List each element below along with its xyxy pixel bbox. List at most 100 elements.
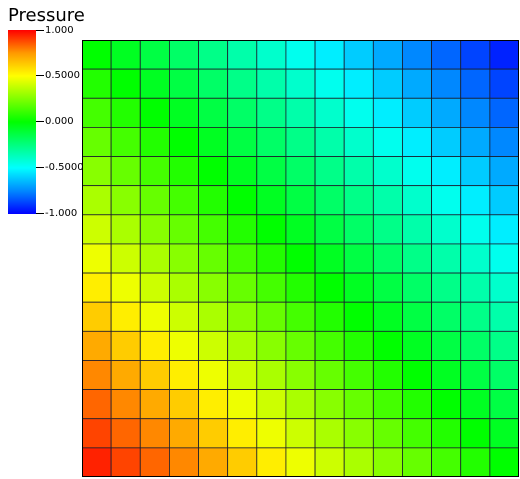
heatmap-cell bbox=[372, 272, 403, 303]
heatmap-cell bbox=[169, 40, 199, 70]
heatmap-cell bbox=[343, 389, 374, 420]
heatmap-cell bbox=[431, 185, 462, 216]
colorbar-tick-2: 0.5000 bbox=[36, 71, 80, 81]
heatmap-cell bbox=[285, 214, 316, 245]
heatmap-cell bbox=[343, 97, 374, 128]
heatmap-cell bbox=[314, 447, 345, 477]
heatmap-cell bbox=[169, 447, 199, 477]
heatmap-cell bbox=[343, 156, 374, 187]
heatmap-cell bbox=[110, 68, 141, 99]
heatmap-cell bbox=[256, 68, 287, 99]
heatmap-cell bbox=[314, 156, 345, 187]
heatmap-cell bbox=[460, 40, 491, 70]
heatmap-cell bbox=[460, 127, 491, 157]
heatmap-cell bbox=[343, 418, 374, 449]
heatmap-cell bbox=[343, 68, 374, 99]
heatmap-cell bbox=[372, 447, 403, 477]
heatmap-cell bbox=[110, 301, 141, 332]
heatmap-cell bbox=[460, 389, 491, 420]
heatmap-cell bbox=[285, 301, 316, 332]
heatmap-cell bbox=[402, 214, 433, 245]
heatmap-cell bbox=[139, 40, 170, 70]
heatmap-cell bbox=[139, 360, 170, 391]
heatmap-cell bbox=[139, 301, 170, 332]
heatmap-cell bbox=[169, 389, 199, 420]
heatmap-cell bbox=[198, 243, 229, 274]
heatmap-cell bbox=[343, 243, 374, 274]
heatmap-cell bbox=[431, 214, 462, 245]
heatmap-cell bbox=[82, 243, 112, 274]
heatmap-cell bbox=[198, 360, 229, 391]
heatmap-cell bbox=[227, 272, 258, 303]
heatmap-cell bbox=[169, 418, 199, 449]
colorbar bbox=[8, 30, 36, 214]
heatmap-cell bbox=[489, 127, 519, 157]
heatmap-cell bbox=[110, 40, 141, 70]
heatmap-cell bbox=[460, 418, 491, 449]
heatmap-cell bbox=[431, 127, 462, 157]
heatmap-cell bbox=[372, 214, 403, 245]
heatmap-cell bbox=[227, 243, 258, 274]
heatmap-cell bbox=[139, 447, 170, 477]
heatmap-cell bbox=[227, 97, 258, 128]
heatmap-cell bbox=[110, 127, 141, 157]
heatmap-cell bbox=[343, 127, 374, 157]
heatmap-cell bbox=[169, 272, 199, 303]
heatmap-cell bbox=[82, 127, 112, 157]
heatmap-cell bbox=[110, 447, 141, 477]
heatmap-cell bbox=[314, 127, 345, 157]
heatmap-cell bbox=[139, 389, 170, 420]
heatmap-cell bbox=[460, 272, 491, 303]
heatmap-cell bbox=[198, 156, 229, 187]
heatmap-cell bbox=[314, 389, 345, 420]
heatmap-cell bbox=[285, 185, 316, 216]
heatmap-cell bbox=[256, 156, 287, 187]
heatmap-cell bbox=[110, 389, 141, 420]
pressure-heatmap bbox=[82, 40, 519, 477]
heatmap-cell bbox=[169, 360, 199, 391]
heatmap-cell bbox=[256, 243, 287, 274]
heatmap-cell bbox=[372, 389, 403, 420]
heatmap-cell bbox=[431, 156, 462, 187]
heatmap-cell bbox=[110, 185, 141, 216]
heatmap-cell bbox=[82, 389, 112, 420]
heatmap-cell bbox=[198, 447, 229, 477]
heatmap-cell bbox=[227, 330, 258, 361]
heatmap-cell bbox=[285, 360, 316, 391]
heatmap-cell bbox=[169, 68, 199, 99]
heatmap-cell bbox=[139, 156, 170, 187]
heatmap-cell bbox=[402, 272, 433, 303]
heatmap-cell bbox=[256, 214, 287, 245]
heatmap-cell bbox=[256, 330, 287, 361]
heatmap-cell bbox=[343, 360, 374, 391]
heatmap-cell bbox=[227, 447, 258, 477]
heatmap-cell bbox=[285, 127, 316, 157]
heatmap-cell bbox=[343, 185, 374, 216]
heatmap-cell bbox=[110, 214, 141, 245]
heatmap-cell bbox=[139, 214, 170, 245]
heatmap-cell bbox=[256, 447, 287, 477]
heatmap-cell bbox=[256, 127, 287, 157]
heatmap-cell bbox=[198, 127, 229, 157]
heatmap-cell bbox=[139, 272, 170, 303]
heatmap-cell bbox=[402, 40, 433, 70]
heatmap-cell bbox=[169, 330, 199, 361]
heatmap-cell bbox=[489, 156, 519, 187]
heatmap-cell bbox=[285, 330, 316, 361]
heatmap-cell bbox=[256, 418, 287, 449]
heatmap-cell bbox=[285, 389, 316, 420]
heatmap-cell bbox=[460, 301, 491, 332]
heatmap-cell bbox=[431, 330, 462, 361]
heatmap-cell bbox=[372, 243, 403, 274]
heatmap-cell bbox=[402, 447, 433, 477]
heatmap-cell bbox=[256, 97, 287, 128]
heatmap-cell bbox=[314, 272, 345, 303]
heatmap-cell bbox=[402, 301, 433, 332]
heatmap-cell bbox=[314, 360, 345, 391]
heatmap-cell bbox=[139, 68, 170, 99]
heatmap-cell bbox=[314, 418, 345, 449]
heatmap-cell bbox=[82, 418, 112, 449]
heatmap-cell bbox=[372, 127, 403, 157]
heatmap-cell bbox=[82, 40, 112, 70]
heatmap-cell bbox=[139, 330, 170, 361]
